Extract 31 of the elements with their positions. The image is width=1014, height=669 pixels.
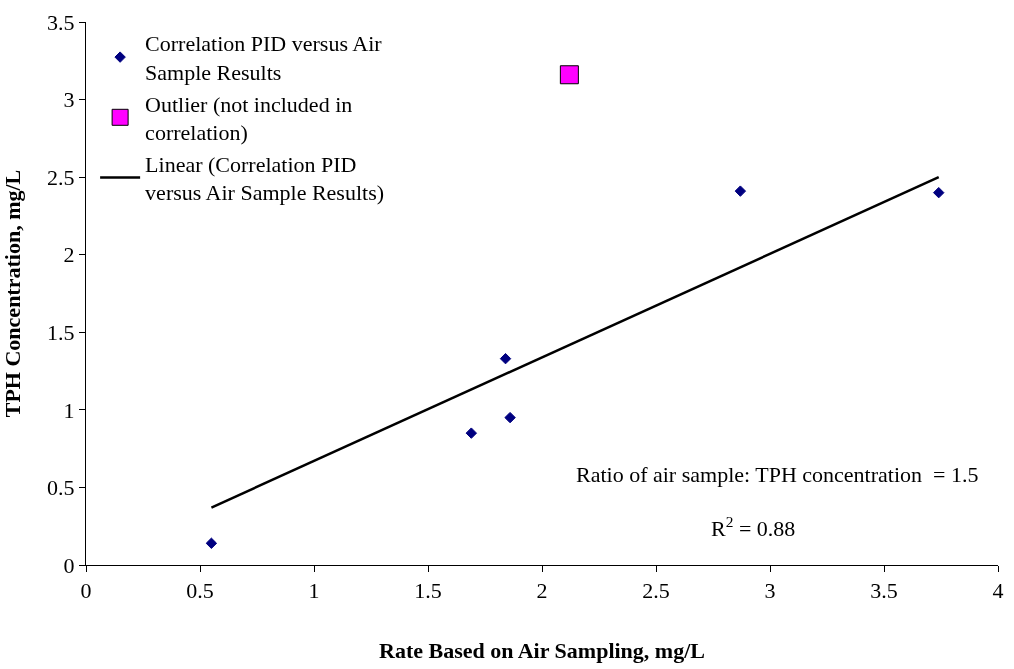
x-tick-label: 2.5 xyxy=(642,578,670,604)
y-tick-label: 2 xyxy=(63,242,75,268)
x-tick-label: 4 xyxy=(992,578,1004,604)
y-tick-label: 2.5 xyxy=(47,164,75,190)
point xyxy=(499,352,512,365)
point xyxy=(205,537,218,549)
y-tick-label: 3 xyxy=(63,87,75,113)
y-tick-label: 1 xyxy=(63,397,75,423)
y-tick-label: 0.5 xyxy=(47,475,75,501)
y-tick-label: 3.5 xyxy=(47,9,75,35)
point xyxy=(933,186,945,199)
x-axis-title: Rate Based on Air Sampling, mg/L xyxy=(379,638,705,664)
point xyxy=(559,65,579,85)
x-tick-label: 3.5 xyxy=(870,578,898,604)
point xyxy=(734,185,747,197)
annotation: Ratio of air sample: TPH concentration = 1.5 xyxy=(576,462,979,487)
legend-label: Linear (Correlation PID versus Air Sample Results) xyxy=(145,151,385,206)
x-tick-label: 2 xyxy=(536,578,548,604)
point xyxy=(465,427,478,439)
legend-label: Correlation PID versus Air Sample Results xyxy=(145,31,383,85)
x-tick-label: 0.5 xyxy=(186,578,214,604)
annotation: R$^{2}$ = 0.88 xyxy=(711,513,796,542)
x-tick-label: 0 xyxy=(80,578,92,604)
y-tick-label: 0 xyxy=(63,552,75,578)
y-axis-title: TPH Concentration, mg/L xyxy=(0,169,25,418)
point xyxy=(504,411,516,424)
x-tick-label: 3 xyxy=(764,578,776,604)
x-tick-label: 1 xyxy=(308,578,320,604)
y-tick-label: 1.5 xyxy=(47,319,75,345)
x-tick-label: 1.5 xyxy=(414,578,442,604)
legend-label: Outlier (not included in correlation) xyxy=(145,91,353,146)
